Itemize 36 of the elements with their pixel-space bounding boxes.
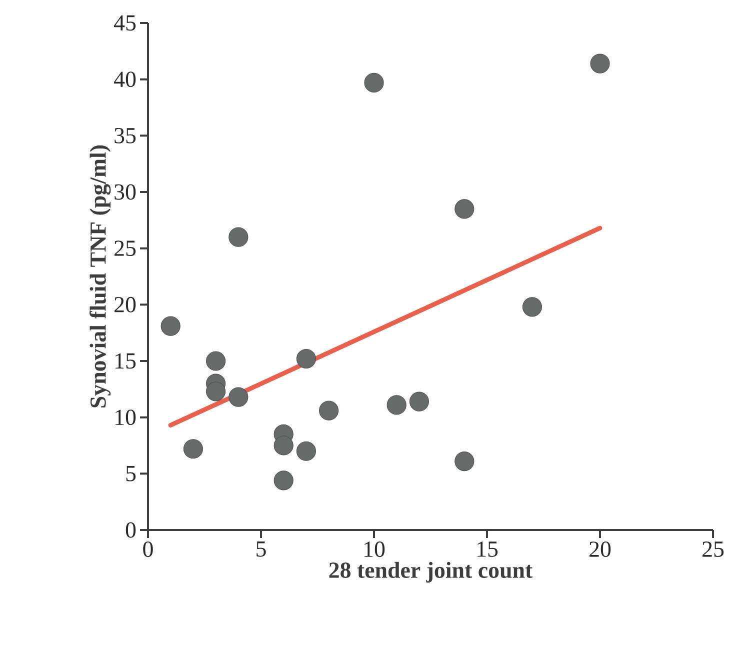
point: [228, 387, 248, 407]
point: [409, 392, 430, 412]
point: [522, 297, 542, 317]
y-tick-label: 15: [116, 353, 136, 369]
y-tick-label: 25: [114, 240, 136, 256]
y-tick-label: 35: [114, 128, 136, 144]
point: [454, 451, 474, 472]
point: [454, 199, 474, 219]
y-tick-label: 0: [126, 522, 136, 538]
x-axis-title: 28 tender joint count: [329, 562, 533, 583]
point: [206, 382, 226, 402]
point: [590, 54, 610, 74]
point: [386, 395, 406, 415]
point: [274, 470, 294, 490]
point: [274, 436, 294, 456]
y-tick-label: 5: [126, 466, 136, 482]
y-tick-label: 20: [114, 296, 136, 312]
point: [319, 400, 339, 420]
y-axis-title: Synovial fluid TNF (pg/ml): [90, 145, 111, 408]
x-tick-label: 10: [364, 542, 385, 557]
point: [228, 227, 248, 247]
y-tick-label: 45: [114, 15, 136, 31]
x-tick-label: 25: [702, 542, 724, 557]
y-tick-label: 40: [114, 72, 136, 88]
y-tick-label: 30: [114, 184, 136, 200]
point: [296, 441, 316, 461]
point: [183, 439, 204, 459]
x-tick-label: 0: [143, 542, 153, 557]
x-tick-label: 20: [590, 542, 611, 557]
point: [296, 348, 316, 369]
point: [206, 351, 226, 371]
x-tick-label: 5: [256, 542, 266, 557]
point: [364, 72, 384, 93]
y-tick-label: 10: [116, 410, 136, 426]
x-tick-label: 15: [478, 542, 498, 557]
point: [160, 316, 180, 336]
